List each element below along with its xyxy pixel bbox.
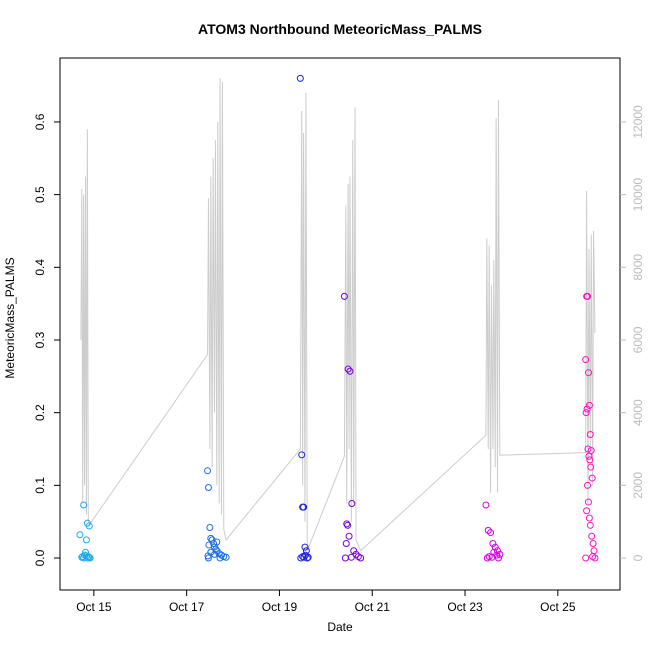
point bbox=[206, 523, 214, 531]
y-tick-label: 0.5 bbox=[33, 186, 47, 203]
point bbox=[589, 539, 597, 547]
point bbox=[304, 553, 312, 561]
point bbox=[584, 481, 592, 489]
point bbox=[494, 554, 502, 562]
point bbox=[585, 401, 593, 409]
point bbox=[586, 456, 594, 464]
point bbox=[584, 369, 592, 377]
y-axis-label: MeteoricMass_PALMS bbox=[3, 257, 17, 378]
point bbox=[346, 367, 354, 375]
x-axis-label: Date bbox=[327, 620, 353, 634]
point bbox=[210, 539, 218, 547]
point bbox=[85, 522, 93, 530]
point bbox=[582, 409, 590, 417]
x-tick-label: Oct 21 bbox=[355, 600, 391, 614]
point bbox=[482, 501, 490, 509]
point bbox=[587, 463, 595, 471]
point bbox=[344, 521, 352, 529]
point bbox=[300, 503, 308, 511]
point bbox=[204, 467, 212, 475]
point bbox=[347, 553, 355, 561]
point bbox=[80, 501, 88, 509]
y-tick-label: 0.0 bbox=[33, 549, 47, 566]
point bbox=[296, 74, 304, 82]
point bbox=[585, 514, 593, 522]
point bbox=[210, 550, 218, 558]
plot-frame bbox=[59, 57, 621, 591]
point bbox=[350, 547, 358, 555]
point bbox=[343, 520, 351, 528]
point bbox=[494, 547, 502, 555]
point bbox=[302, 547, 310, 555]
point bbox=[301, 543, 309, 551]
y2-tick-label: 2000 bbox=[631, 472, 645, 499]
point bbox=[82, 536, 90, 544]
point bbox=[357, 554, 365, 562]
point bbox=[485, 553, 493, 561]
point bbox=[213, 538, 221, 546]
y-tick-label: 0.1 bbox=[33, 477, 47, 494]
point bbox=[582, 356, 590, 364]
y2-tick-label: 6000 bbox=[631, 326, 645, 353]
point bbox=[84, 553, 92, 561]
y2-tick-label: 0 bbox=[631, 554, 645, 561]
x-tick-label: Oct 23 bbox=[447, 600, 483, 614]
point bbox=[342, 539, 350, 547]
point bbox=[86, 554, 94, 562]
point bbox=[216, 554, 224, 562]
point bbox=[204, 484, 212, 492]
x-tick-label: Oct 19 bbox=[262, 600, 298, 614]
point bbox=[345, 532, 353, 540]
y-tick-label: 0.6 bbox=[33, 113, 47, 130]
point bbox=[589, 553, 597, 561]
y2-tick-label: 12000 bbox=[631, 105, 645, 139]
point bbox=[584, 445, 592, 453]
point bbox=[582, 554, 590, 562]
point bbox=[303, 554, 311, 562]
point bbox=[490, 548, 498, 556]
x-tick-label: Oct 25 bbox=[540, 600, 576, 614]
y2-tick-label: 10000 bbox=[631, 178, 645, 212]
y2-tick-label: 8000 bbox=[631, 254, 645, 281]
point bbox=[583, 405, 591, 413]
point bbox=[489, 539, 497, 547]
point bbox=[85, 553, 93, 561]
point bbox=[348, 500, 356, 508]
point bbox=[583, 507, 591, 515]
point bbox=[340, 292, 348, 300]
point bbox=[586, 430, 594, 438]
point bbox=[483, 554, 491, 562]
point bbox=[344, 365, 352, 373]
x-tick-label: Oct 17 bbox=[169, 600, 205, 614]
point bbox=[298, 451, 306, 459]
point bbox=[588, 532, 596, 540]
x-tick-label: Oct 15 bbox=[76, 600, 112, 614]
point bbox=[491, 543, 499, 551]
point bbox=[76, 531, 84, 539]
point bbox=[487, 529, 495, 537]
chart-title: ATOM3 Northbound MeteoricMass_PALMS bbox=[198, 21, 482, 37]
point bbox=[586, 521, 594, 529]
point bbox=[584, 292, 592, 300]
point bbox=[484, 526, 492, 534]
point bbox=[588, 474, 596, 482]
point bbox=[212, 545, 220, 553]
point bbox=[205, 541, 213, 549]
point bbox=[584, 498, 592, 506]
point bbox=[585, 452, 593, 460]
point bbox=[587, 446, 595, 454]
y-tick-label: 0.3 bbox=[33, 331, 47, 348]
altitude-line bbox=[80, 78, 596, 552]
point bbox=[496, 550, 504, 558]
y-tick-label: 0.4 bbox=[33, 259, 47, 276]
y2-tick-label: 4000 bbox=[631, 399, 645, 426]
y-tick-label: 0.2 bbox=[33, 404, 47, 421]
point bbox=[207, 548, 215, 556]
